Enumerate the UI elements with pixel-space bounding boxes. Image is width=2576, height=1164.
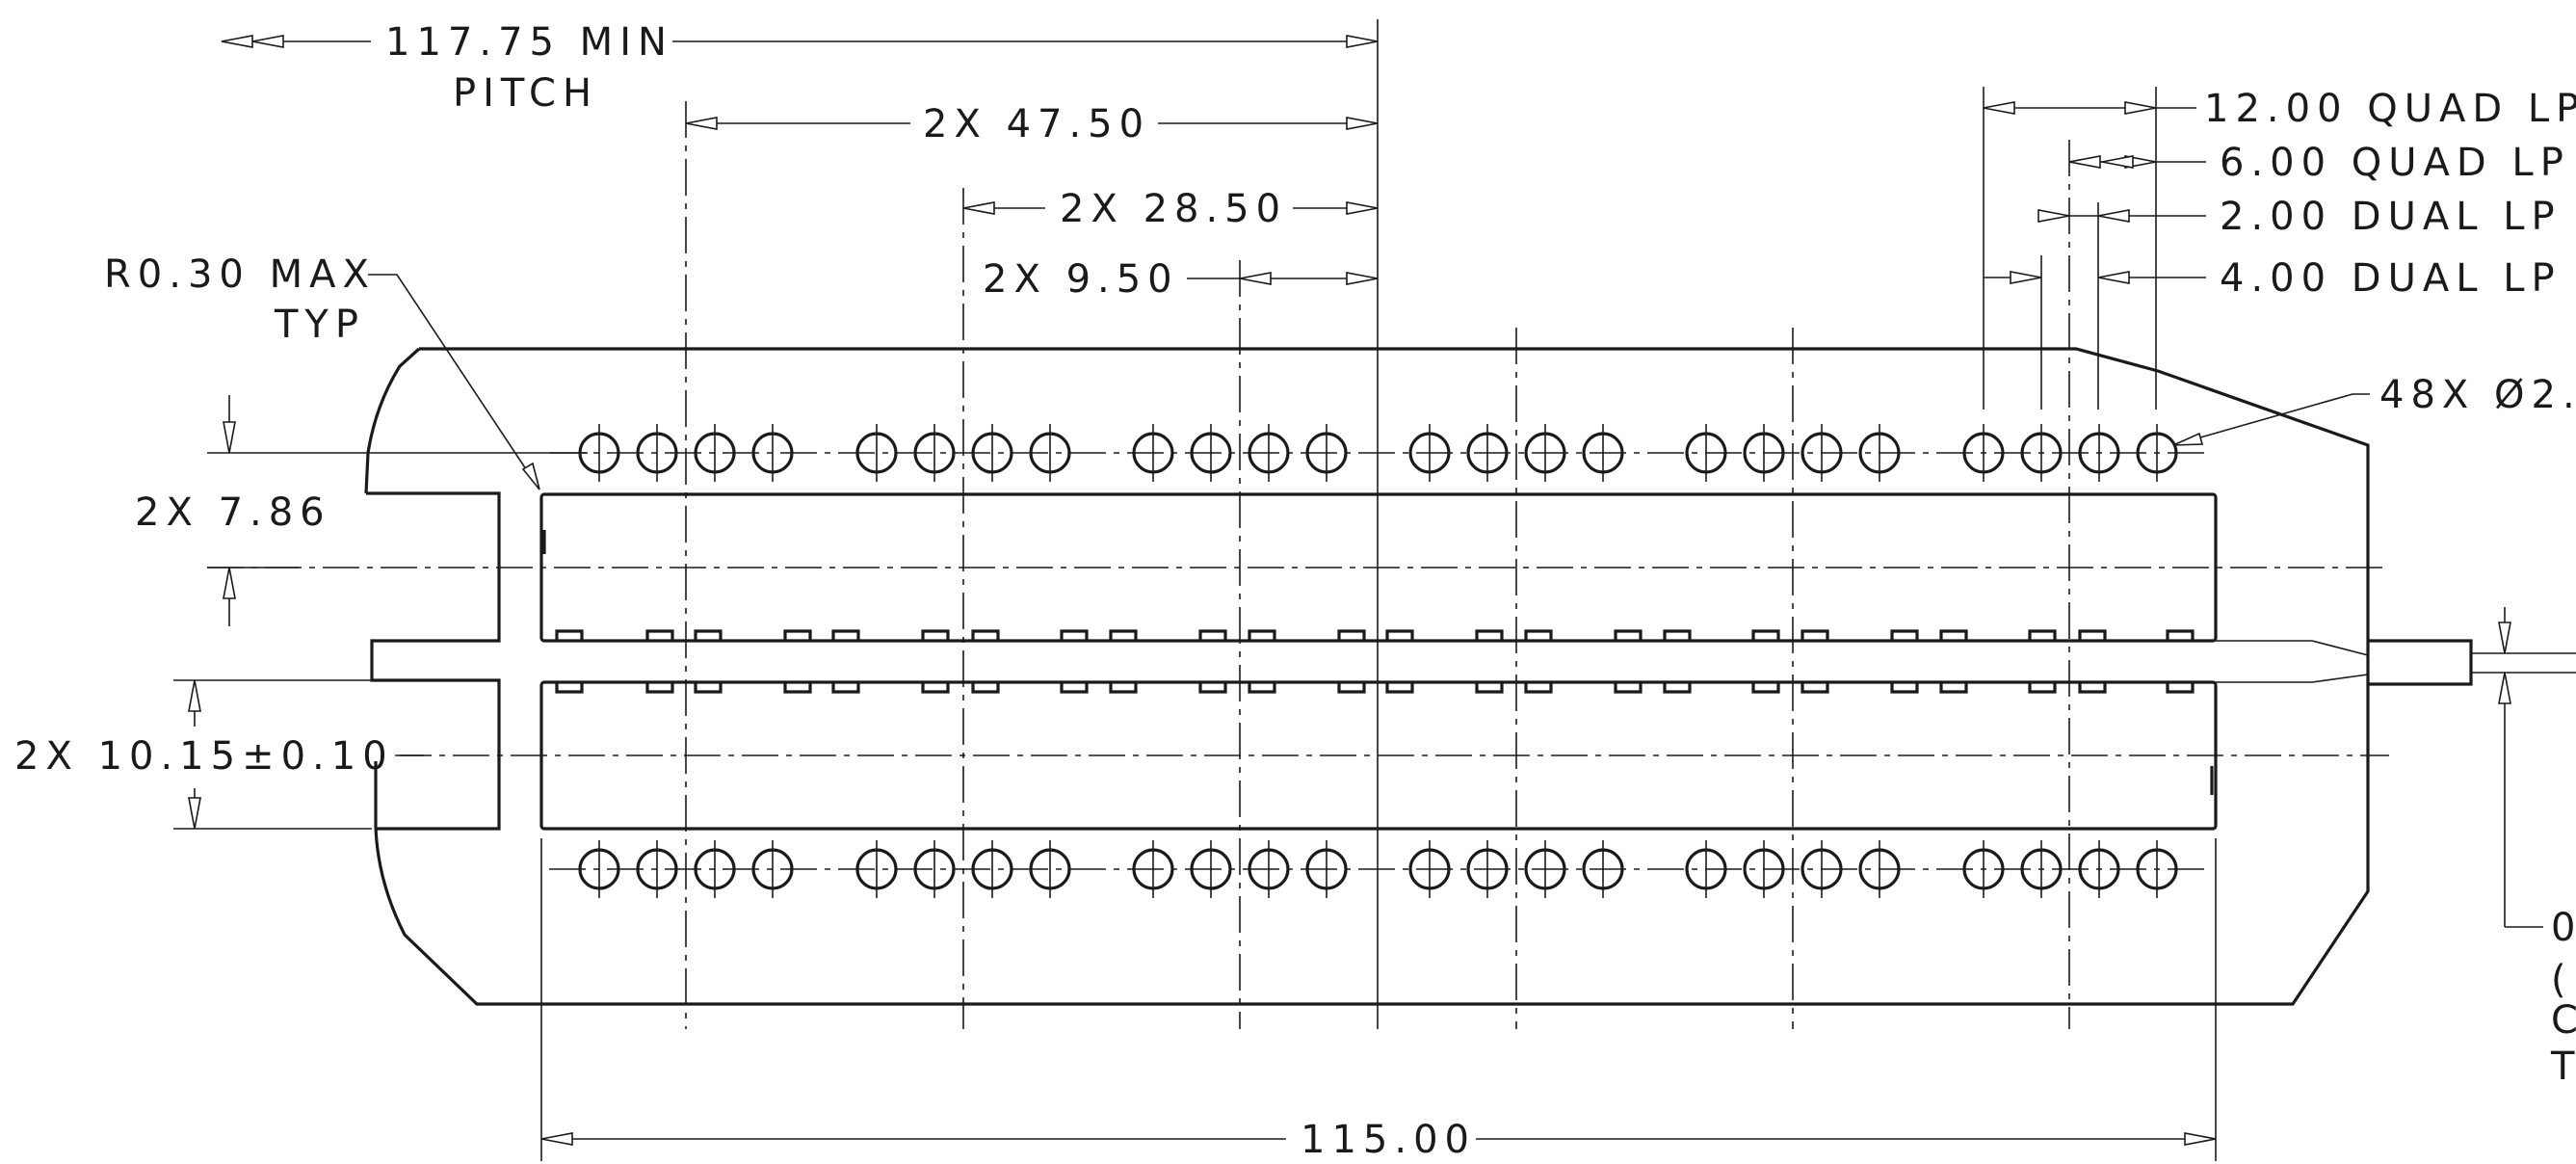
dim-28-50-label: 2X 28.50 <box>1060 187 1287 231</box>
contact-pad-upper <box>2166 629 2195 641</box>
dim-9-50-label: 2X 9.50 <box>983 257 1179 302</box>
contact-pad-upper <box>2078 629 2107 641</box>
contact-pad-upper <box>1385 629 1414 641</box>
right-t-label: T <box>2550 1045 2576 1089</box>
contact-pad-lower <box>1109 682 1138 694</box>
centerlines <box>207 101 2389 1029</box>
contact-pad-lower <box>2078 682 2107 694</box>
contact-pad-upper <box>1337 629 1366 641</box>
contact-pad-lower <box>1939 682 1968 694</box>
contact-pad-upper <box>1060 629 1089 641</box>
contact-pad-lower <box>694 682 723 694</box>
contact-pad-lower <box>1060 682 1089 694</box>
extension-lines <box>173 19 2369 1161</box>
contact-pad-upper <box>645 629 674 641</box>
radius-label: R0.30 MAX <box>104 252 376 297</box>
right-c-label: C <box>2551 998 2576 1043</box>
pitch-min-label: 117.75 MIN <box>385 20 673 65</box>
contact-pad-upper <box>1198 629 1227 641</box>
contact-pad-upper <box>921 629 950 641</box>
contact-pad-upper <box>1939 629 1968 641</box>
contact-pad-lower <box>1385 682 1414 694</box>
contact-pad-upper <box>1751 629 1780 641</box>
contact-pad-upper <box>783 629 812 641</box>
contact-pad-lower <box>1890 682 1919 694</box>
contact-pad-lower <box>921 682 950 694</box>
contact-pad-upper <box>1614 629 1643 641</box>
contact-pad-upper <box>1475 629 1504 641</box>
contact-pad-lower <box>1248 682 1276 694</box>
contact-pad-lower <box>1475 682 1504 694</box>
contact-pad-lower <box>1751 682 1780 694</box>
contact-pad-lower <box>645 682 674 694</box>
leaders <box>368 274 2370 490</box>
contact-pads <box>555 629 2195 694</box>
contact-pad-lower <box>1663 682 1692 694</box>
contact-pad-upper <box>971 629 1000 641</box>
quad-6-label: 6.00 QUAD LP <box>2220 141 2570 185</box>
dual-2-label: 2.00 DUAL LP <box>2220 195 2562 239</box>
contact-pad-upper <box>1663 629 1692 641</box>
contact-pad-upper <box>1890 629 1919 641</box>
right-pin <box>2368 639 2576 686</box>
contact-pad-upper <box>694 629 723 641</box>
body-outline <box>364 347 2370 1006</box>
hole-pattern <box>578 424 2178 898</box>
contact-pad-lower <box>555 682 584 694</box>
contact-pad-lower <box>2166 682 2195 694</box>
contact-pad-lower <box>831 682 860 694</box>
contact-pad-upper <box>2028 629 2057 641</box>
dual-4-label: 4.00 DUAL LP <box>2220 256 2562 301</box>
contact-pad-upper <box>831 629 860 641</box>
contact-pad-lower <box>1801 682 1829 694</box>
contact-pad-lower <box>2028 682 2057 694</box>
contact-pad-lower <box>1524 682 1553 694</box>
contact-pad-upper <box>1524 629 1553 641</box>
contact-pad-lower <box>1198 682 1227 694</box>
pitch-label: PITCH <box>453 71 598 116</box>
contact-pad-upper <box>1801 629 1829 641</box>
dimension-lines <box>188 35 2543 1146</box>
radius-typ-label: TYP <box>274 303 365 347</box>
quad-12-label: 12.00 QUAD LP <box>2204 87 2576 131</box>
contact-pad-upper <box>1109 629 1138 641</box>
right-0-label: 0 <box>2551 906 2576 950</box>
dim-10-15-label: 2X 10.15±0.10 <box>14 734 394 779</box>
dim-47-50-label: 2X 47.50 <box>923 102 1150 146</box>
contact-pad-lower <box>971 682 1000 694</box>
contact-pad-upper <box>555 629 584 641</box>
dim-7-86-label: 2X 7.86 <box>135 490 331 535</box>
contact-pad-lower <box>783 682 812 694</box>
contact-pad-lower <box>1337 682 1366 694</box>
dim-115-label: 115.00 <box>1301 1118 1476 1162</box>
holes-label: 48X Ø2. <box>2379 373 2576 417</box>
right-paren-label: ( <box>2551 958 2573 1002</box>
contact-pad-upper <box>1248 629 1276 641</box>
labels: 117.75 MIN PITCH 2X 47.50 2X 28.50 2X 9.… <box>14 20 2576 1162</box>
contact-pad-lower <box>1614 682 1643 694</box>
